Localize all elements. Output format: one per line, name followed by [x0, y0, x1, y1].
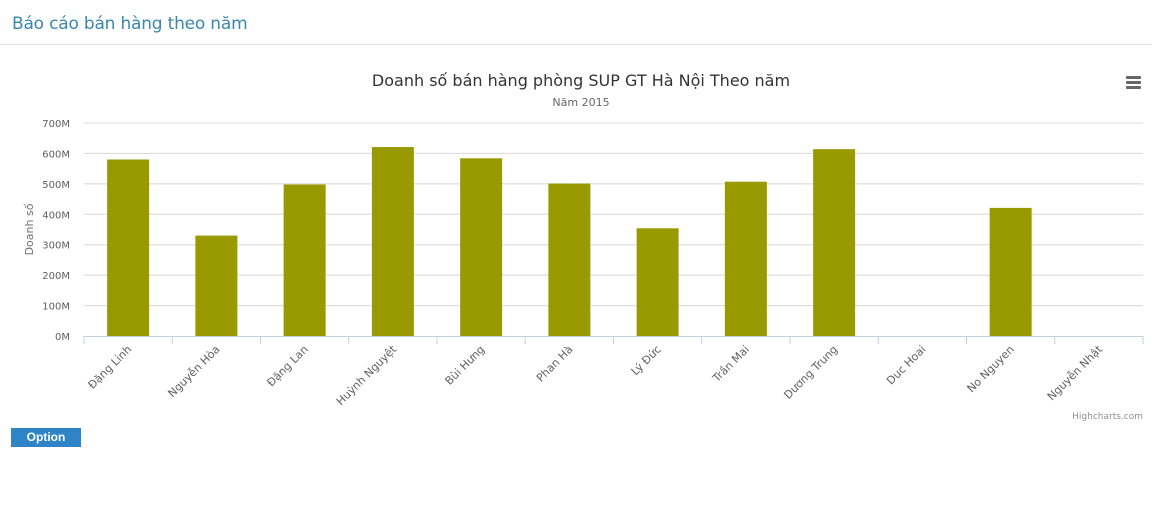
y-tick-label: 700M — [42, 119, 70, 130]
y-tick-label: 300M — [42, 241, 70, 252]
y-axis-label: Doanh số — [23, 203, 36, 255]
x-tick-label: Đặng Lan — [264, 343, 310, 389]
chart-subtitle: Năm 2015 — [552, 96, 609, 109]
bar — [813, 149, 856, 336]
bar — [548, 183, 591, 336]
bar — [460, 158, 503, 336]
chart-credits: Highcharts.com — [1072, 412, 1143, 422]
bar — [636, 228, 679, 336]
x-tick-label: Lý Đức — [629, 343, 664, 378]
y-tick-label: 0M — [55, 332, 70, 343]
x-tick-label: Nguyễn Nhật — [1045, 342, 1106, 403]
hamburger-menu-icon-bar — [1125, 81, 1141, 84]
page-title: Báo cáo bán hàng theo năm — [12, 14, 248, 34]
y-tick-label: 400M — [42, 210, 70, 221]
y-tick-label: 200M — [42, 271, 70, 282]
y-tick-label: 600M — [42, 149, 70, 160]
x-tick-label: Đặng Linh — [86, 343, 135, 392]
x-tick-label: Bùi Hưng — [442, 343, 487, 388]
bar — [195, 235, 238, 336]
bar — [107, 159, 150, 336]
page-header: Báo cáo bán hàng theo năm — [0, 0, 1152, 45]
x-tick-label: Nguyễn Hòa — [165, 343, 222, 400]
bar-chart: Doanh số bán hàng phòng SUP GT Hà Nội Th… — [23, 71, 1144, 422]
y-tick-label: 500M — [42, 180, 70, 191]
x-tick-label: Duc Hoai — [884, 343, 928, 387]
bar — [371, 147, 414, 336]
y-tick-label: 100M — [42, 302, 70, 313]
bar — [724, 181, 767, 336]
hamburger-menu-icon — [1125, 76, 1141, 79]
bar — [283, 184, 326, 336]
x-tick-label: Dương Trung — [781, 343, 840, 402]
chart-container: Doanh số bán hàng phòng SUP GT Hà Nội Th… — [0, 46, 1163, 426]
chart-menu-button[interactable] — [1120, 72, 1146, 94]
option-button[interactable]: Option — [11, 428, 81, 447]
chart-title: Doanh số bán hàng phòng SUP GT Hà Nội Th… — [372, 71, 790, 90]
x-tick-label: Phan Hà — [534, 343, 576, 385]
x-tick-label: Trần Mai — [709, 343, 752, 386]
hamburger-menu-icon-bar — [1125, 86, 1141, 89]
bar — [989, 207, 1032, 336]
x-tick-label: Huỳnh Nguyệt — [334, 342, 400, 408]
x-tick-label: No Nguyen — [964, 343, 1016, 395]
